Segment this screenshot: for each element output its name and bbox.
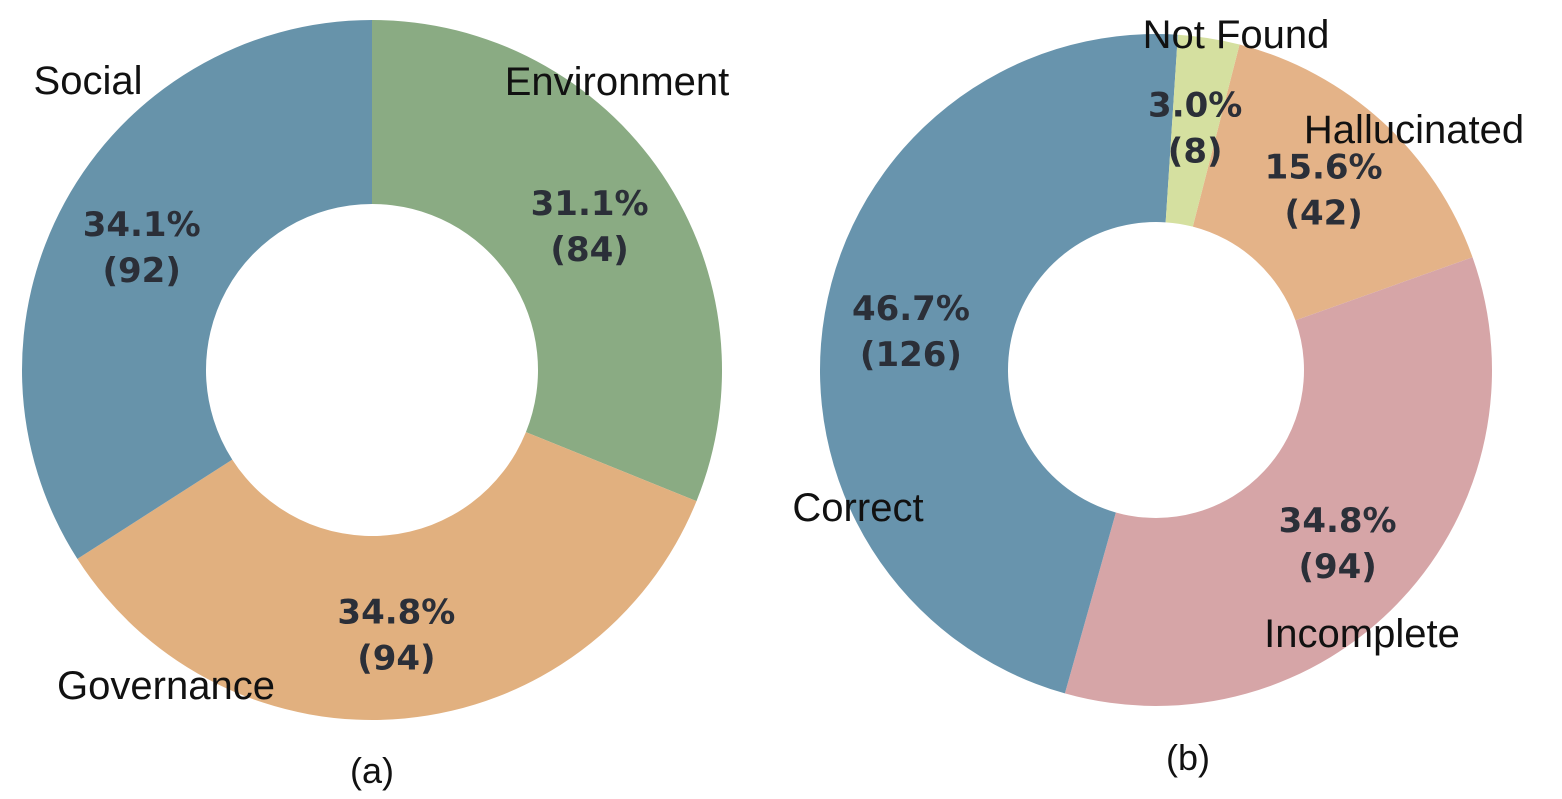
slice-count-not-found: (8) <box>1168 131 1223 171</box>
slice-percent-not-found: 3.0% <box>1148 85 1242 125</box>
slice-count-incomplete: (94) <box>1298 547 1376 587</box>
slice-percent-governance: 34.8% <box>337 592 455 632</box>
category-label-correct: Correct <box>792 486 923 530</box>
category-label-incomplete: Incomplete <box>1264 612 1460 656</box>
donut-chart-a: 31.1% (84) Environment 34.8% (94) Governance 3… <box>22 20 729 791</box>
slice-percent-social: 34.1% <box>83 205 201 245</box>
slice-count-correct: (126) <box>860 335 962 375</box>
slice-hallucinated <box>1192 44 1473 321</box>
slice-correct <box>820 34 1178 694</box>
slice-percent-hallucinated: 15.6% <box>1265 147 1383 187</box>
slice-governance <box>77 432 697 720</box>
slice-percent-environment: 31.1% <box>531 184 649 224</box>
donut-chart-b: 15.6% (42) Hallucinated 34.8% (94) Incomplete… <box>792 13 1524 778</box>
category-label-environment: Environment <box>505 60 730 104</box>
donut-labels-b: 15.6% (42) Hallucinated 34.8% (94) Incomplete… <box>792 13 1524 656</box>
category-label-social: Social <box>34 59 143 103</box>
category-label-not-found: Not Found <box>1143 13 1330 57</box>
slice-incomplete <box>1064 257 1492 707</box>
slice-count-environment: (84) <box>550 230 628 270</box>
donut-labels-a: 31.1% (84) Environment 34.8% (94) Governance 3… <box>34 59 730 708</box>
slice-percent-correct: 46.7% <box>852 289 970 329</box>
slice-not-found <box>1165 34 1240 227</box>
donut-slices-a <box>22 20 722 720</box>
slice-percent-incomplete: 34.8% <box>1279 501 1397 541</box>
donut-slices-b <box>820 34 1492 707</box>
category-label-hallucinated: Hallucinated <box>1304 108 1524 152</box>
slice-count-hallucinated: (42) <box>1284 193 1362 233</box>
category-label-governance: Governance <box>57 664 275 708</box>
slice-count-social: (92) <box>102 251 180 291</box>
slice-environment <box>372 20 722 502</box>
slice-social <box>22 20 373 559</box>
panel-label-a: (a) <box>350 750 394 791</box>
panel-label-b: (b) <box>1166 737 1210 778</box>
slice-count-governance: (94) <box>357 638 435 678</box>
